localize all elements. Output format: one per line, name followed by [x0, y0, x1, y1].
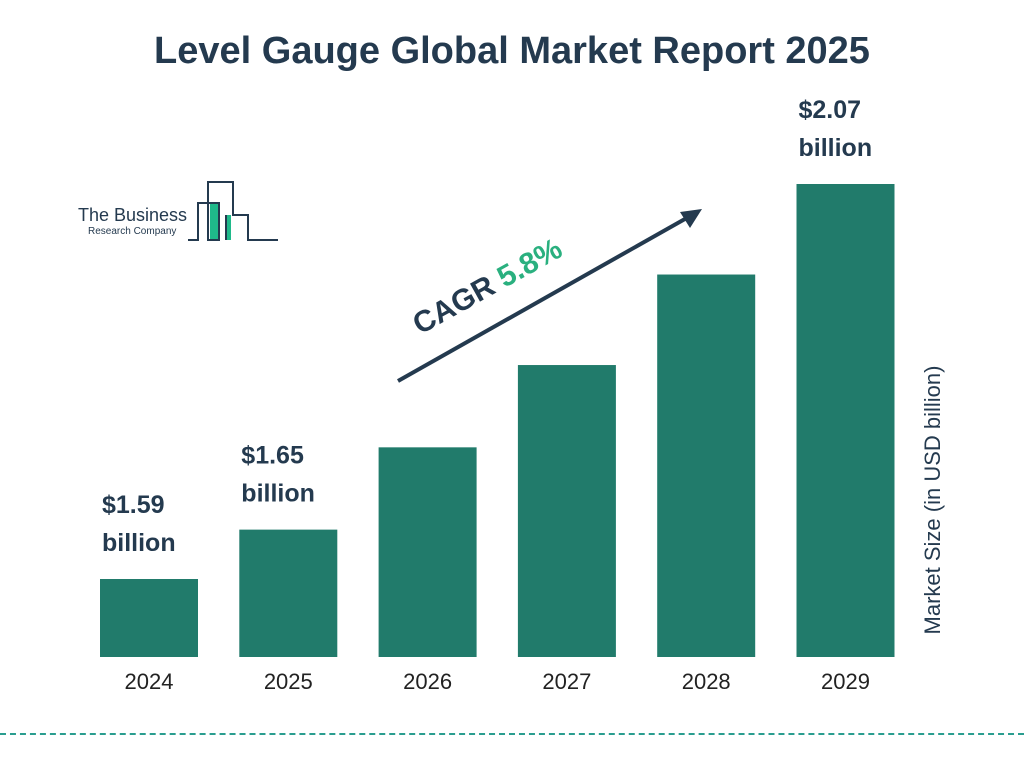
x-tick-label: 2024	[125, 669, 174, 694]
x-tick-label: 2028	[682, 669, 731, 694]
data-label-value: $2.07	[799, 96, 862, 124]
cagr-label: CAGR	[407, 265, 508, 341]
y-axis-label: Market Size (in USD billion)	[920, 365, 945, 635]
logo-buildings-icon	[188, 181, 278, 241]
data-label-unit: billion	[799, 134, 873, 162]
bar-2028	[657, 274, 756, 657]
cagr-annotation: CAGR 5.8%	[407, 232, 567, 341]
data-label-unit: billion	[102, 529, 176, 557]
cagr-arrow-line	[397, 213, 693, 383]
bar-2026	[378, 447, 477, 657]
cagr-arrow-head-icon	[680, 209, 702, 228]
bar-2025	[239, 529, 338, 657]
x-tick-label: 2025	[264, 669, 313, 694]
bar-2027	[517, 365, 616, 657]
logo-line2: Research Company	[88, 226, 177, 237]
divider	[0, 733, 1024, 735]
bar-2029	[796, 184, 895, 657]
bar-2024	[100, 579, 198, 657]
x-tick-label: 2026	[403, 669, 452, 694]
x-tick-label: 2027	[542, 669, 591, 694]
logo-line1: The Business	[78, 205, 188, 225]
cagr-value: 5.8%	[492, 232, 568, 294]
data-label-value: $1.65	[241, 442, 304, 470]
chart-title: Level Gauge Global Market Report 2025	[154, 30, 870, 72]
data-label-unit: billion	[241, 480, 315, 508]
data-label-value: $1.59	[102, 491, 165, 519]
x-tick-label: 2029	[821, 669, 870, 694]
